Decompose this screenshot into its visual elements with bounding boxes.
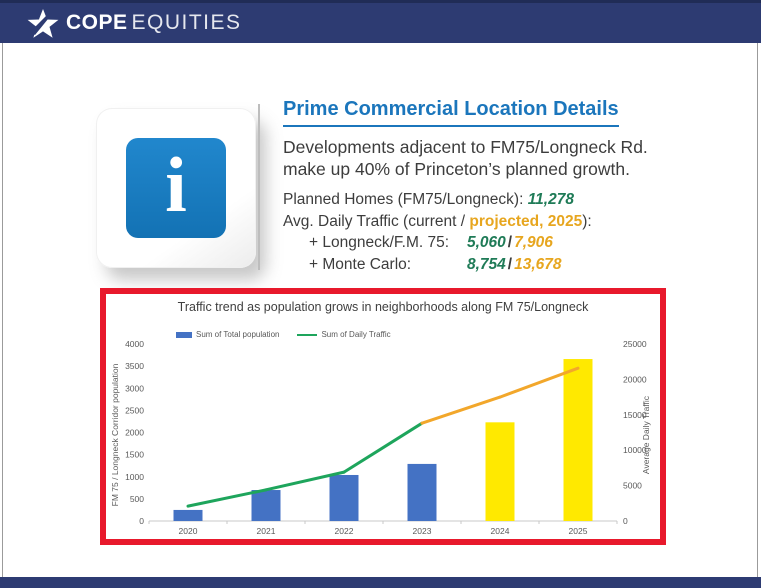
planned-homes-line: Planned Homes (FM75/Longneck): 11,278 (283, 189, 675, 211)
planned-homes-value: 11,278 (527, 191, 574, 208)
traffic-current-value: 5,060 (467, 234, 506, 251)
traffic-current-value: 8,754 (467, 255, 506, 273)
chart-legend: Sum of Total population Sum of Daily Tra… (176, 330, 391, 339)
svg-text:1500: 1500 (125, 450, 144, 460)
svg-text:2500: 2500 (125, 405, 144, 415)
traffic-row-monte-carlo: + Monte Carlo: 8,754/13,678 (283, 254, 675, 276)
traffic-row-label: + Longneck/F.M. 75: (309, 234, 450, 251)
footer-bar (0, 577, 761, 588)
header-bar: COPE EQUITIES (0, 0, 761, 43)
svg-text:0: 0 (623, 516, 628, 526)
svg-text:10000: 10000 (623, 445, 647, 455)
company-logo: COPE EQUITIES (26, 8, 242, 39)
svg-text:2025: 2025 (569, 526, 588, 536)
svg-text:4000: 4000 (125, 339, 144, 349)
traffic-projected-value: 7,906 (514, 234, 553, 251)
traffic-label-highlight: projected, 2025 (469, 212, 583, 230)
svg-text:20000: 20000 (623, 374, 647, 384)
slide-body: i Prime Commercial Location Details Deve… (2, 43, 758, 577)
svg-text:2024: 2024 (491, 526, 510, 536)
left-axis-title: FM 75 / Longneck Corridor population (110, 363, 120, 506)
combo-chart-plot: FM 75 / Longneck Corridor population Ave… (110, 339, 651, 536)
traffic-label-prefix: Avg. Daily Traffic (current / (283, 212, 470, 230)
legend-item-traffic: Sum of Daily Traffic (297, 330, 391, 339)
stats-block: Planned Homes (FM75/Longneck): 11,278 Av… (283, 189, 675, 275)
legend-swatch-line-icon (297, 333, 318, 336)
svg-text:3500: 3500 (125, 361, 144, 371)
svg-text:3000: 3000 (125, 383, 144, 393)
description-text: Developments adjacent to FM75/Longneck R… (283, 136, 675, 180)
right-axis-title: Average Daily Traffic (641, 395, 651, 474)
svg-text:15000: 15000 (623, 410, 647, 420)
details-panel: Prime Commercial Location Details Develo… (283, 98, 675, 275)
traffic-row-longneck: + Longneck/F.M. 75: 5,060/7,906 (283, 232, 675, 254)
info-icon: i (126, 138, 226, 238)
svg-text:2000: 2000 (125, 428, 144, 438)
legend-label-traffic: Sum of Daily Traffic (321, 330, 391, 339)
vertical-divider (258, 104, 260, 270)
planned-homes-label: Planned Homes (FM75/Longneck): (283, 191, 528, 208)
traffic-row-label: + Monte Carlo: (309, 255, 412, 273)
svg-text:25000: 25000 (623, 339, 647, 349)
svg-text:2022: 2022 (335, 526, 354, 536)
svg-text:500: 500 (130, 494, 144, 504)
logo-text-bold: COPE (66, 11, 128, 34)
svg-text:1000: 1000 (125, 472, 144, 482)
legend-item-population: Sum of Total population (176, 330, 279, 339)
value-separator: / (507, 255, 513, 273)
traffic-chart-frame: Traffic trend as population grows in nei… (100, 288, 666, 545)
legend-swatch-bar-icon (176, 331, 192, 338)
traffic-projected-value: 13,678 (514, 255, 562, 273)
description-line-1: Developments adjacent to FM75/Longneck R… (283, 137, 648, 157)
traffic-header-line: Avg. Daily Traffic (current / projected,… (283, 211, 675, 233)
star-icon (27, 8, 59, 38)
description-line-2: make up 40% of Princeton’s planned growt… (283, 159, 630, 179)
value-separator: / (507, 234, 513, 251)
chart-title: Traffic trend as population grows in nei… (177, 300, 589, 314)
traffic-label-suffix: ): (582, 212, 592, 230)
svg-text:2020: 2020 (179, 526, 198, 536)
svg-text:5000: 5000 (623, 481, 642, 491)
svg-text:0: 0 (139, 516, 144, 526)
logo-text-light: EQUITIES (131, 11, 242, 34)
svg-text:2021: 2021 (257, 526, 276, 536)
info-icon-card: i (96, 108, 256, 268)
legend-label-population: Sum of Total population (196, 330, 280, 339)
page-title: Prime Commercial Location Details (283, 98, 619, 127)
svg-text:2023: 2023 (413, 526, 432, 536)
